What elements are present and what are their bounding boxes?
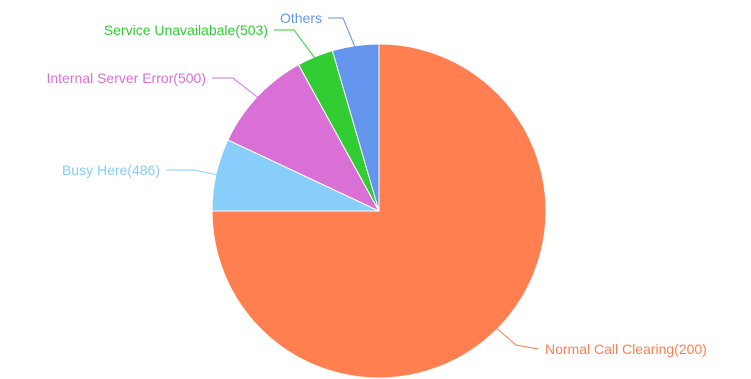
labels-layer: Normal Call Clearing(200) Busy Here(486) I… (46, 10, 706, 357)
pie-slice-4[interactable] (331, 43, 380, 212)
leader-lines-layer (166, 17, 539, 350)
slice-label-4: Others (280, 10, 322, 26)
leader-line-0 (493, 325, 539, 350)
leader-line-4 (328, 17, 357, 50)
slice-label-0: Normal Call Clearing(200) (545, 341, 707, 357)
leader-line-1 (166, 169, 221, 176)
slice-label-2: Internal Server Error(500) (46, 70, 206, 86)
slices-layer (211, 43, 547, 379)
leader-line-3 (274, 29, 318, 61)
slice-label-3: Service Unavailabale(503) (104, 22, 268, 38)
slice-label-1: Busy Here(486) (62, 162, 160, 178)
leader-line-2 (212, 77, 261, 100)
